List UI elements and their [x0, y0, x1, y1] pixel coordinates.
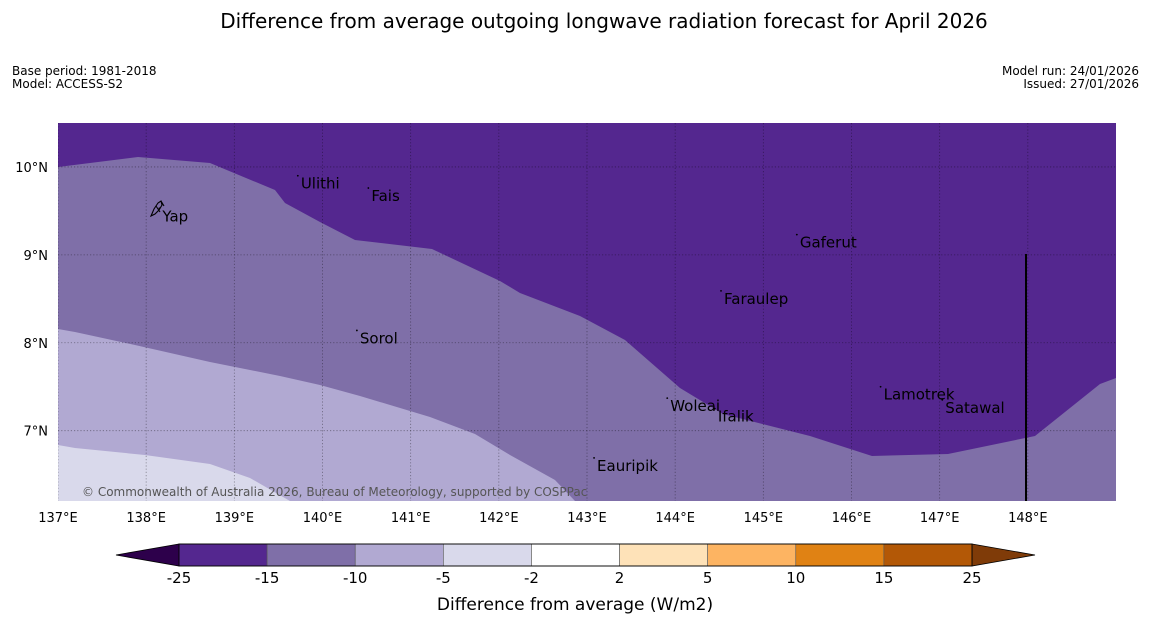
place-label: Eauripik [597, 457, 658, 475]
lon-tick-label: 137°E [38, 511, 78, 526]
place-label: Ulithi [301, 175, 340, 193]
place-marker [713, 407, 716, 410]
lon-tick-label: 141°E [391, 511, 431, 526]
colorbar-tick-label: 5 [703, 569, 713, 587]
lat-tick-label: 8°N [24, 337, 49, 352]
lat-tick-label: 7°N [24, 425, 49, 440]
colorbar-title: Difference from average (W/m2) [437, 595, 713, 615]
lat-tick-label: 9°N [24, 249, 49, 264]
colorbar-tick-label: -5 [436, 569, 451, 587]
place-label: Sorol [360, 329, 398, 347]
colorbar-segment [795, 543, 885, 567]
colorbar-tick-label: -25 [167, 569, 192, 587]
colorbar-tick-label: -15 [255, 569, 280, 587]
colorbar-under-arrow [115, 543, 180, 567]
colorbar-tick-label: 25 [962, 569, 981, 587]
place-labels: Yap Ulithi Fais Gaferut Faraulep Sorol WoleaiI… [158, 174, 1005, 475]
place-label: Gaferut [800, 234, 857, 252]
band-neg-10-5 [58, 329, 575, 501]
graticule [58, 123, 1116, 501]
base-period: Base period: 1981-2018 [12, 64, 157, 78]
band-neg-5-2 [58, 445, 290, 501]
place-marker [879, 385, 882, 388]
place-marker [367, 187, 370, 189]
place-marker [355, 329, 358, 332]
colorbar-tick-label: 10 [786, 569, 805, 587]
lon-tick-label: 143°E [567, 511, 607, 526]
yap-island-outline [149, 200, 165, 218]
islet-dot [941, 398, 943, 400]
place-label: Yap [161, 207, 188, 225]
colorbar-segment [354, 543, 444, 567]
model-run: Model run: 24/01/2026 [1001, 64, 1139, 78]
axis-labels: 137°E 138°E 139°E 140°E 141°E 142°E 143°E 144°E… [15, 161, 1047, 526]
colorbar-segments [115, 543, 1036, 567]
colorbar-tick-label: -2 [524, 569, 539, 587]
meta-left: Base period: 1981-2018 Model: ACCESS-S2 [12, 65, 157, 91]
colorbar-segment [619, 543, 708, 567]
issued-date: Issued: 27/01/2026 [1023, 77, 1139, 91]
place-marker [296, 174, 299, 177]
place-label: Satawal [945, 399, 1004, 417]
lon-tick-label: 139°E [215, 511, 255, 526]
place-marker [795, 233, 798, 236]
lon-tick-label: 142°E [479, 511, 519, 526]
colorbar-segment [443, 543, 532, 567]
place-label: Lamotrek [884, 386, 955, 404]
place-marker [720, 290, 722, 292]
chart-title: Difference from average outgoing longwav… [220, 9, 988, 33]
place-marker [666, 397, 669, 400]
place-marker [593, 457, 595, 459]
lon-tick-label: 138°E [126, 511, 166, 526]
colorbar-tick-label: 15 [874, 569, 893, 587]
lon-tick-label: 145°E [744, 511, 784, 526]
place-label: Woleai [670, 397, 720, 415]
copyright-notice: © Commonwealth of Australia 2026, Bureau… [82, 485, 587, 499]
colorbar-tick-label: 2 [615, 569, 625, 587]
place-label: Faraulep [724, 290, 788, 308]
colorbar-outline [178, 543, 973, 567]
lon-tick-label: 148°E [1008, 511, 1048, 526]
lon-tick-label: 144°E [655, 511, 695, 526]
colorbar-labels: -25 -15 -10 -5 -2 2 5 10 15 25 [167, 569, 982, 587]
place-label: Ifalik [718, 408, 754, 426]
colorbar-segment [707, 543, 797, 567]
model-name: Model: ACCESS-S2 [12, 77, 124, 91]
colorbar-segment [883, 543, 973, 567]
meta-right: Model run: 24/01/2026 Issued: 27/01/2026 [1002, 65, 1139, 91]
place-label: Fais [371, 187, 400, 205]
map-plot: Yap Ulithi Fais Gaferut Faraulep Sorol WoleaiI… [58, 123, 1116, 501]
colorbar-over-arrow [971, 543, 1036, 567]
colorbar-tick-label: -10 [343, 569, 368, 587]
colorbar-segment [266, 543, 356, 567]
lat-tick-label: 10°N [15, 161, 48, 176]
lon-tick-label: 146°E [832, 511, 872, 526]
lon-tick-label: 140°E [303, 511, 343, 526]
colorbar-segment [178, 543, 268, 567]
colorbar-segment [531, 543, 620, 567]
colorbar: -25 -15 -10 -5 -2 2 5 10 15 25 Difference from av… [115, 543, 1036, 615]
lon-tick-label: 147°E [920, 511, 960, 526]
